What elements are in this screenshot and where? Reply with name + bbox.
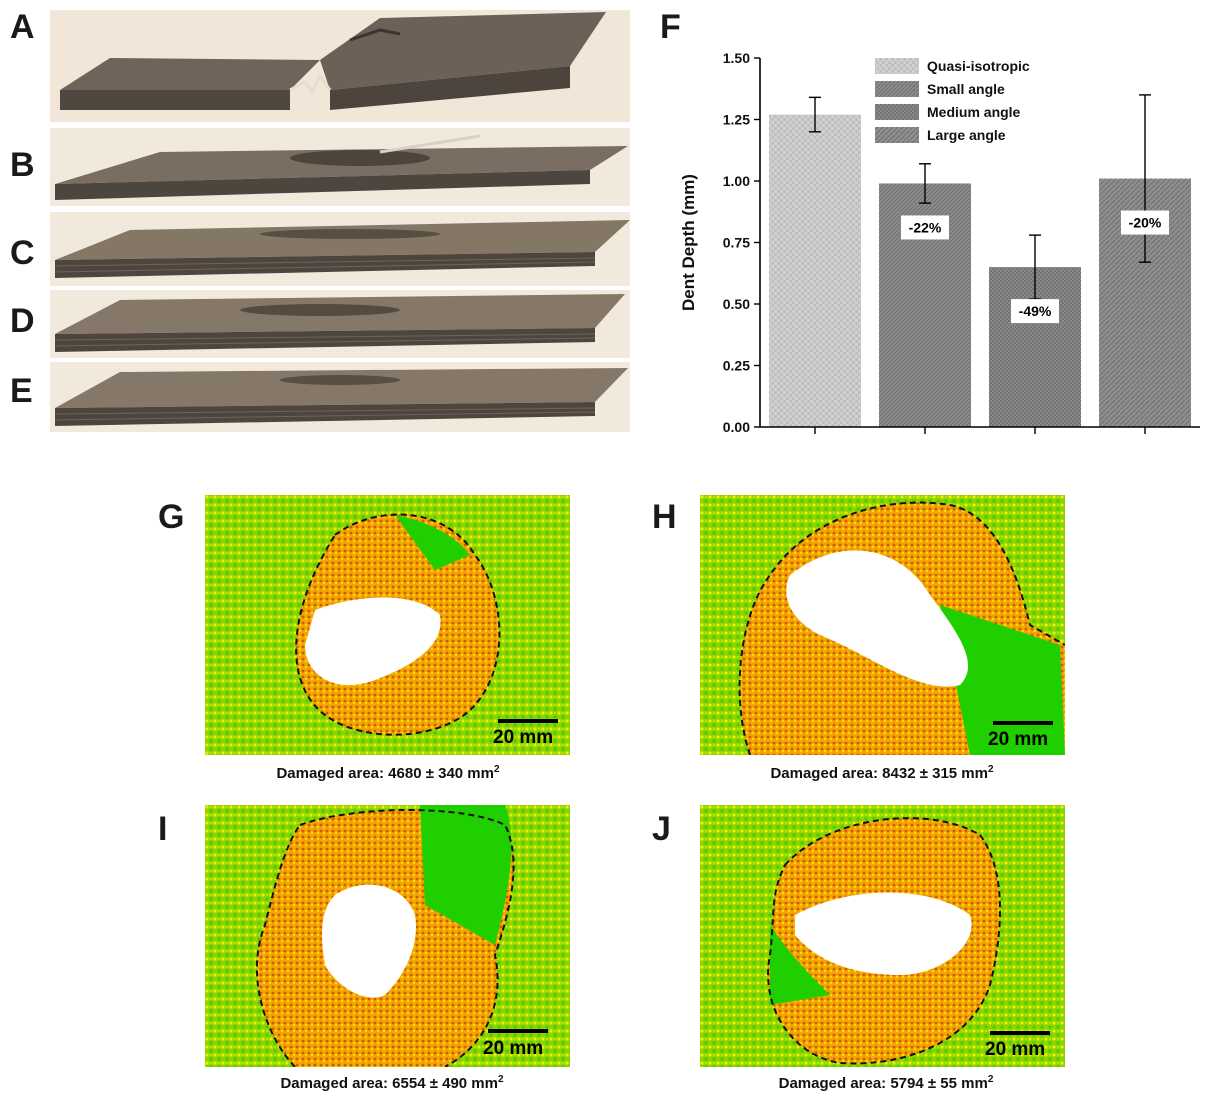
damage-map-g — [205, 495, 570, 755]
laminate-photo-b — [50, 128, 630, 206]
caption-j-sup: 2 — [987, 1074, 994, 1085]
panel-label-b: B — [10, 146, 35, 184]
caption-i-prefix: Damaged area: — [280, 1075, 393, 1092]
panel-label-c: C — [10, 234, 35, 272]
scale-bar-h — [993, 721, 1053, 725]
caption-i: Damaged area: 6554 ± 490 mm2 — [132, 1074, 652, 1092]
panel-label-d: D — [10, 302, 35, 340]
legend-label-2: Medium angle — [927, 104, 1021, 120]
panel-label-i: I — [158, 810, 168, 848]
scale-bar-i — [488, 1029, 548, 1033]
scale-bar-g — [498, 719, 558, 723]
bar-label-1: -22% — [909, 219, 942, 235]
panel-label-h: H — [652, 498, 677, 536]
damage-map-j — [700, 805, 1065, 1067]
panel-label-e: E — [10, 372, 33, 410]
panel-label-j: J — [652, 810, 671, 848]
caption-j-prefix: Damaged area: — [778, 1075, 891, 1092]
y-tick-label-3: 0.75 — [723, 235, 750, 251]
caption-j: Damaged area: 5794 ± 55 mm2 — [626, 1074, 1146, 1092]
caption-g-prefix: Damaged area: — [276, 765, 389, 782]
bar-label-2: -49% — [1019, 303, 1052, 319]
laminate-photo-d — [50, 290, 630, 358]
scale-label-j: 20 mm — [985, 1039, 1046, 1060]
caption-g-sup: 2 — [493, 764, 500, 775]
laminate-photo-e — [50, 362, 630, 432]
y-tick-label-6: 1.50 — [723, 50, 750, 66]
panel-label-a: A — [10, 8, 35, 46]
caption-g-value: 4680 ± 340 mm — [388, 765, 494, 782]
bar-label-box-1 — [901, 215, 949, 240]
y-tick-label-0: 0.00 — [723, 419, 750, 435]
scale-label-i: 20 mm — [483, 1038, 544, 1059]
caption-h: Damaged area: 8432 ± 315 mm2 — [622, 764, 1142, 782]
caption-h-value: 8432 ± 315 mm — [882, 765, 988, 782]
bar-label-3: -20% — [1129, 215, 1162, 231]
legend-swatch-2 — [875, 104, 919, 120]
y-tick-label-1: 0.25 — [723, 358, 750, 374]
scale-label-g: 20 mm — [493, 727, 554, 748]
dent-depth-chart-svg: 0.00 0.25 0.50 0.75 1.00 1.25 1.50 Dent Depth (… — [679, 50, 1200, 435]
caption-h-prefix: Damaged area: — [770, 765, 883, 782]
scale-bar-j — [990, 1031, 1050, 1035]
y-axis-label: Dent Depth (mm) — [679, 174, 698, 311]
damage-map-i — [205, 805, 570, 1067]
y-tick-label-5: 1.25 — [723, 112, 750, 128]
bar-label-box-2 — [1011, 299, 1059, 324]
legend-swatch-3 — [875, 127, 919, 143]
legend-label-0: Quasi-isotropic — [927, 58, 1030, 74]
bar-label-box-3 — [1121, 210, 1169, 235]
laminate-photo-c — [50, 212, 630, 286]
legend-label-1: Small angle — [927, 81, 1005, 97]
laminate-photo-a — [50, 10, 630, 122]
panel-label-f: F — [660, 8, 681, 46]
legend-label-3: Large angle — [927, 127, 1006, 143]
caption-i-value: 6554 ± 490 mm — [392, 1075, 498, 1092]
y-tick-label-2: 0.50 — [723, 296, 750, 312]
legend-swatch-0 — [875, 58, 919, 74]
caption-g: Damaged area: 4680 ± 340 mm2 — [128, 764, 648, 782]
bar-0 — [769, 114, 861, 427]
dent-depth-chart: 0.00 0.25 0.50 0.75 1.00 1.25 1.50 Dent Depth (… — [660, 40, 1210, 450]
caption-j-value: 5794 ± 55 mm — [890, 1075, 988, 1092]
scale-label-h: 20 mm — [988, 729, 1049, 750]
panel-label-g: G — [158, 498, 185, 536]
damage-map-h — [700, 495, 1065, 755]
caption-h-sup: 2 — [987, 764, 994, 775]
y-tick-label-4: 1.00 — [723, 173, 750, 189]
caption-i-sup: 2 — [497, 1074, 504, 1085]
legend-swatch-1 — [875, 81, 919, 97]
